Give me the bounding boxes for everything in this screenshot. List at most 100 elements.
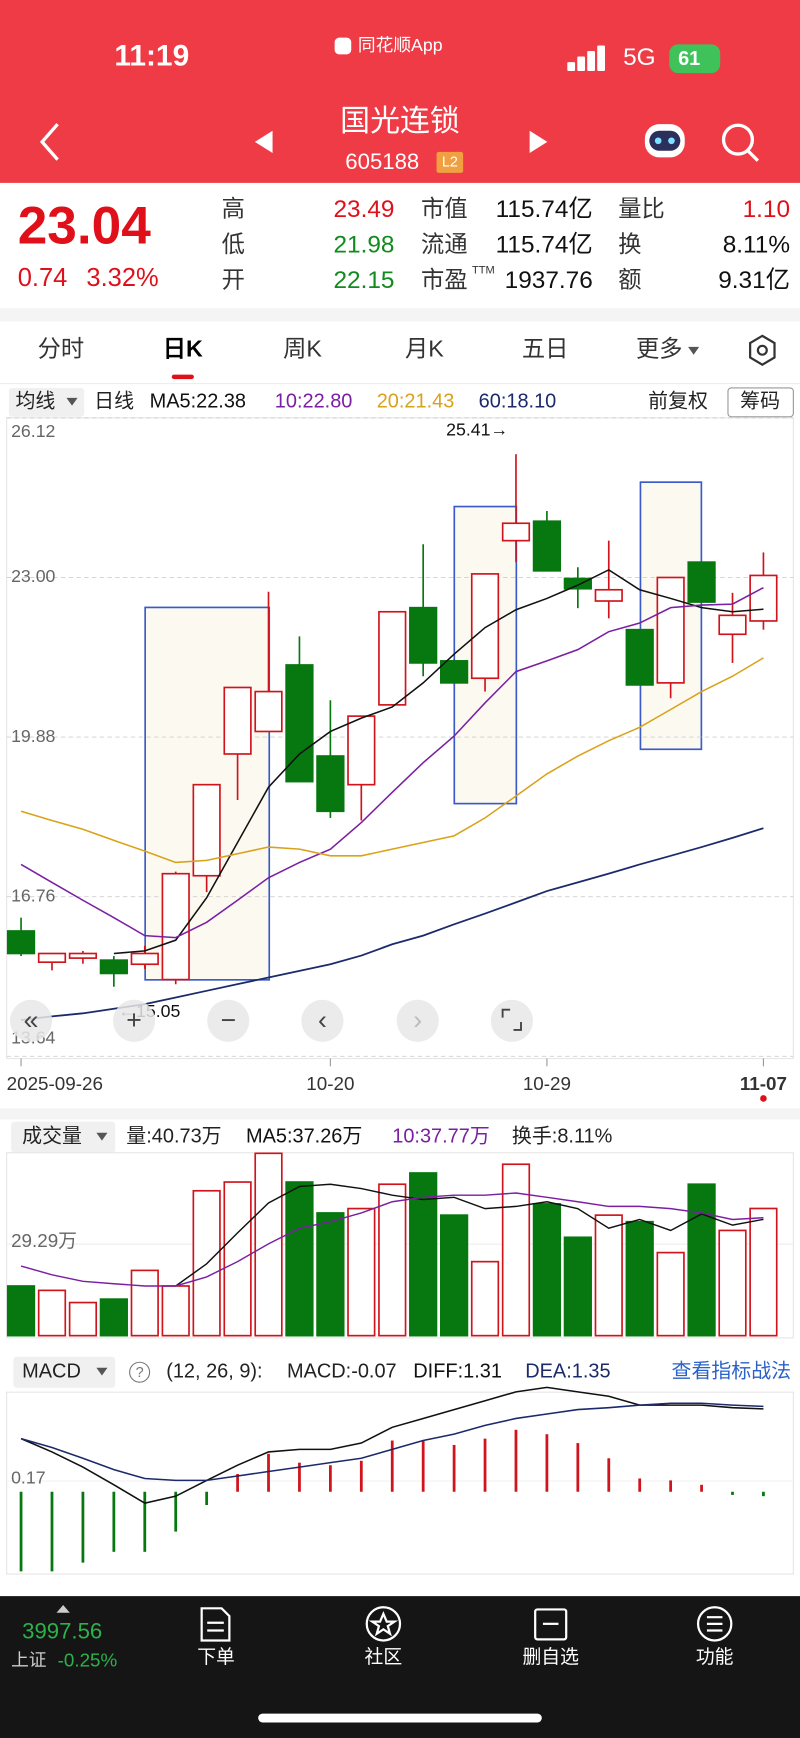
volume-bar <box>161 1285 190 1337</box>
search-icon[interactable] <box>721 123 760 162</box>
divider <box>0 1108 800 1120</box>
nav-item[interactable]: 删自选 <box>522 1646 579 1667</box>
candle-body <box>99 959 128 975</box>
help-icon[interactable] <box>129 1361 151 1383</box>
back-button[interactable] <box>39 123 59 161</box>
legend-item: DIFF:1.31 <box>413 1360 502 1382</box>
macd-select[interactable] <box>13 1356 116 1388</box>
candle-body <box>192 783 221 877</box>
candle-body <box>687 561 716 603</box>
stat-label: 市值 <box>421 196 468 222</box>
status-time: 11:19 <box>114 40 189 73</box>
macd-value: MACD:-0.07 <box>287 1360 397 1382</box>
bottom-icons <box>200 1606 733 1642</box>
volume-bar <box>563 1236 592 1337</box>
chart-control[interactable] <box>396 999 439 1042</box>
candle-body <box>130 952 159 966</box>
volume-bar <box>501 1163 531 1337</box>
volume-bar <box>99 1298 128 1337</box>
index-name: 上证 <box>11 1650 47 1670</box>
latest-dot <box>760 1095 767 1102</box>
tab: 分时 <box>38 335 85 361</box>
nav-item[interactable]: 社区 <box>365 1646 403 1667</box>
chart-control[interactable] <box>490 999 533 1042</box>
indicator-line <box>175 1183 764 1287</box>
stat-label: 市盈 <box>421 267 468 293</box>
stat-value: 8.11% <box>723 232 790 259</box>
status-network: 5G <box>623 44 656 71</box>
divider <box>0 308 800 322</box>
volume-bar <box>470 1260 500 1337</box>
stat-value: 115.74亿 <box>496 196 593 223</box>
nav-item[interactable]: 功能 <box>696 1646 734 1667</box>
stock-name: 国光连锁 <box>340 105 460 138</box>
index-change: -0.25% <box>58 1649 118 1670</box>
indicator-line <box>20 1402 764 1482</box>
macd-params: (12, 26, 9): <box>166 1360 262 1382</box>
candle-body <box>594 588 623 602</box>
y-tick-label: 0.17 <box>11 1467 45 1487</box>
l2-badge-bg <box>436 151 464 173</box>
next-stock[interactable] <box>529 130 548 153</box>
chart-control[interactable] <box>113 999 156 1042</box>
chips-button[interactable] <box>727 387 794 418</box>
volume-bar <box>68 1301 98 1337</box>
chart-control-icon: « <box>24 1005 39 1035</box>
volume-bar <box>378 1183 407 1337</box>
stat-value: 23.49 <box>333 196 394 223</box>
indicator-select[interactable] <box>8 387 85 417</box>
prev-stock[interactable] <box>254 130 273 153</box>
stat-value: 1937.76 <box>505 267 593 294</box>
candle-body <box>563 577 592 590</box>
stat-label: 低 <box>222 231 245 257</box>
status-battery: 61 <box>678 48 700 70</box>
volume-bar <box>718 1229 747 1337</box>
tab: 月K <box>405 335 444 361</box>
volume-select[interactable] <box>11 1121 116 1153</box>
nav-item[interactable]: 下单 <box>197 1646 235 1667</box>
volume-label: 量:40.73万 <box>126 1126 221 1148</box>
volume-bar <box>347 1207 376 1337</box>
chart-control[interactable] <box>301 999 344 1042</box>
tab: 五日 <box>522 335 569 361</box>
settings-icon[interactable] <box>749 334 776 366</box>
tab-indicator <box>171 374 194 380</box>
volume-title: 成交量 <box>22 1125 82 1148</box>
dropdown-arrow <box>66 397 78 406</box>
stat-value: 21.98 <box>333 232 394 259</box>
stat-label: 量比 <box>618 196 665 222</box>
status-app: 同花顺App <box>358 35 443 55</box>
dropdown-arrow <box>96 1367 108 1376</box>
volume-bar <box>594 1214 623 1337</box>
app-icon <box>334 37 352 55</box>
stat-sup: TTM <box>472 264 495 276</box>
chart-control[interactable] <box>9 999 53 1042</box>
volume-bar <box>37 1289 67 1337</box>
candle-body <box>161 872 190 981</box>
last-price: 23.04 <box>18 196 151 255</box>
home-indicator <box>258 1713 542 1723</box>
candle-body <box>347 715 376 786</box>
indicator-name: 均线 <box>16 390 56 413</box>
y-tick-label: 26.12 <box>11 421 55 441</box>
assistant-icon[interactable] <box>644 124 685 158</box>
candle-body <box>532 520 562 572</box>
y-tick-label: 29.29万 <box>11 1230 77 1251</box>
dropdown-arrow <box>688 346 700 355</box>
price-change-pct: 3.32% <box>86 264 158 292</box>
macd-panel <box>6 1391 794 1575</box>
candle-body <box>439 660 469 684</box>
tab: 日K <box>163 335 203 361</box>
candle-body <box>6 930 36 955</box>
index-value: 3997.56 <box>22 1619 102 1644</box>
stat-label: 换 <box>618 231 641 257</box>
volume-bar <box>439 1214 469 1337</box>
stat-value: 9.31亿 <box>718 267 790 294</box>
legend-item: 60:18.10 <box>479 391 557 413</box>
high-marker: 25.41→ <box>446 420 508 440</box>
chart-control[interactable] <box>207 999 250 1042</box>
candle-body <box>68 952 98 959</box>
adjust-mode: 前复权 <box>648 390 708 413</box>
volume-bar <box>6 1285 36 1337</box>
volume-bar <box>749 1207 778 1337</box>
